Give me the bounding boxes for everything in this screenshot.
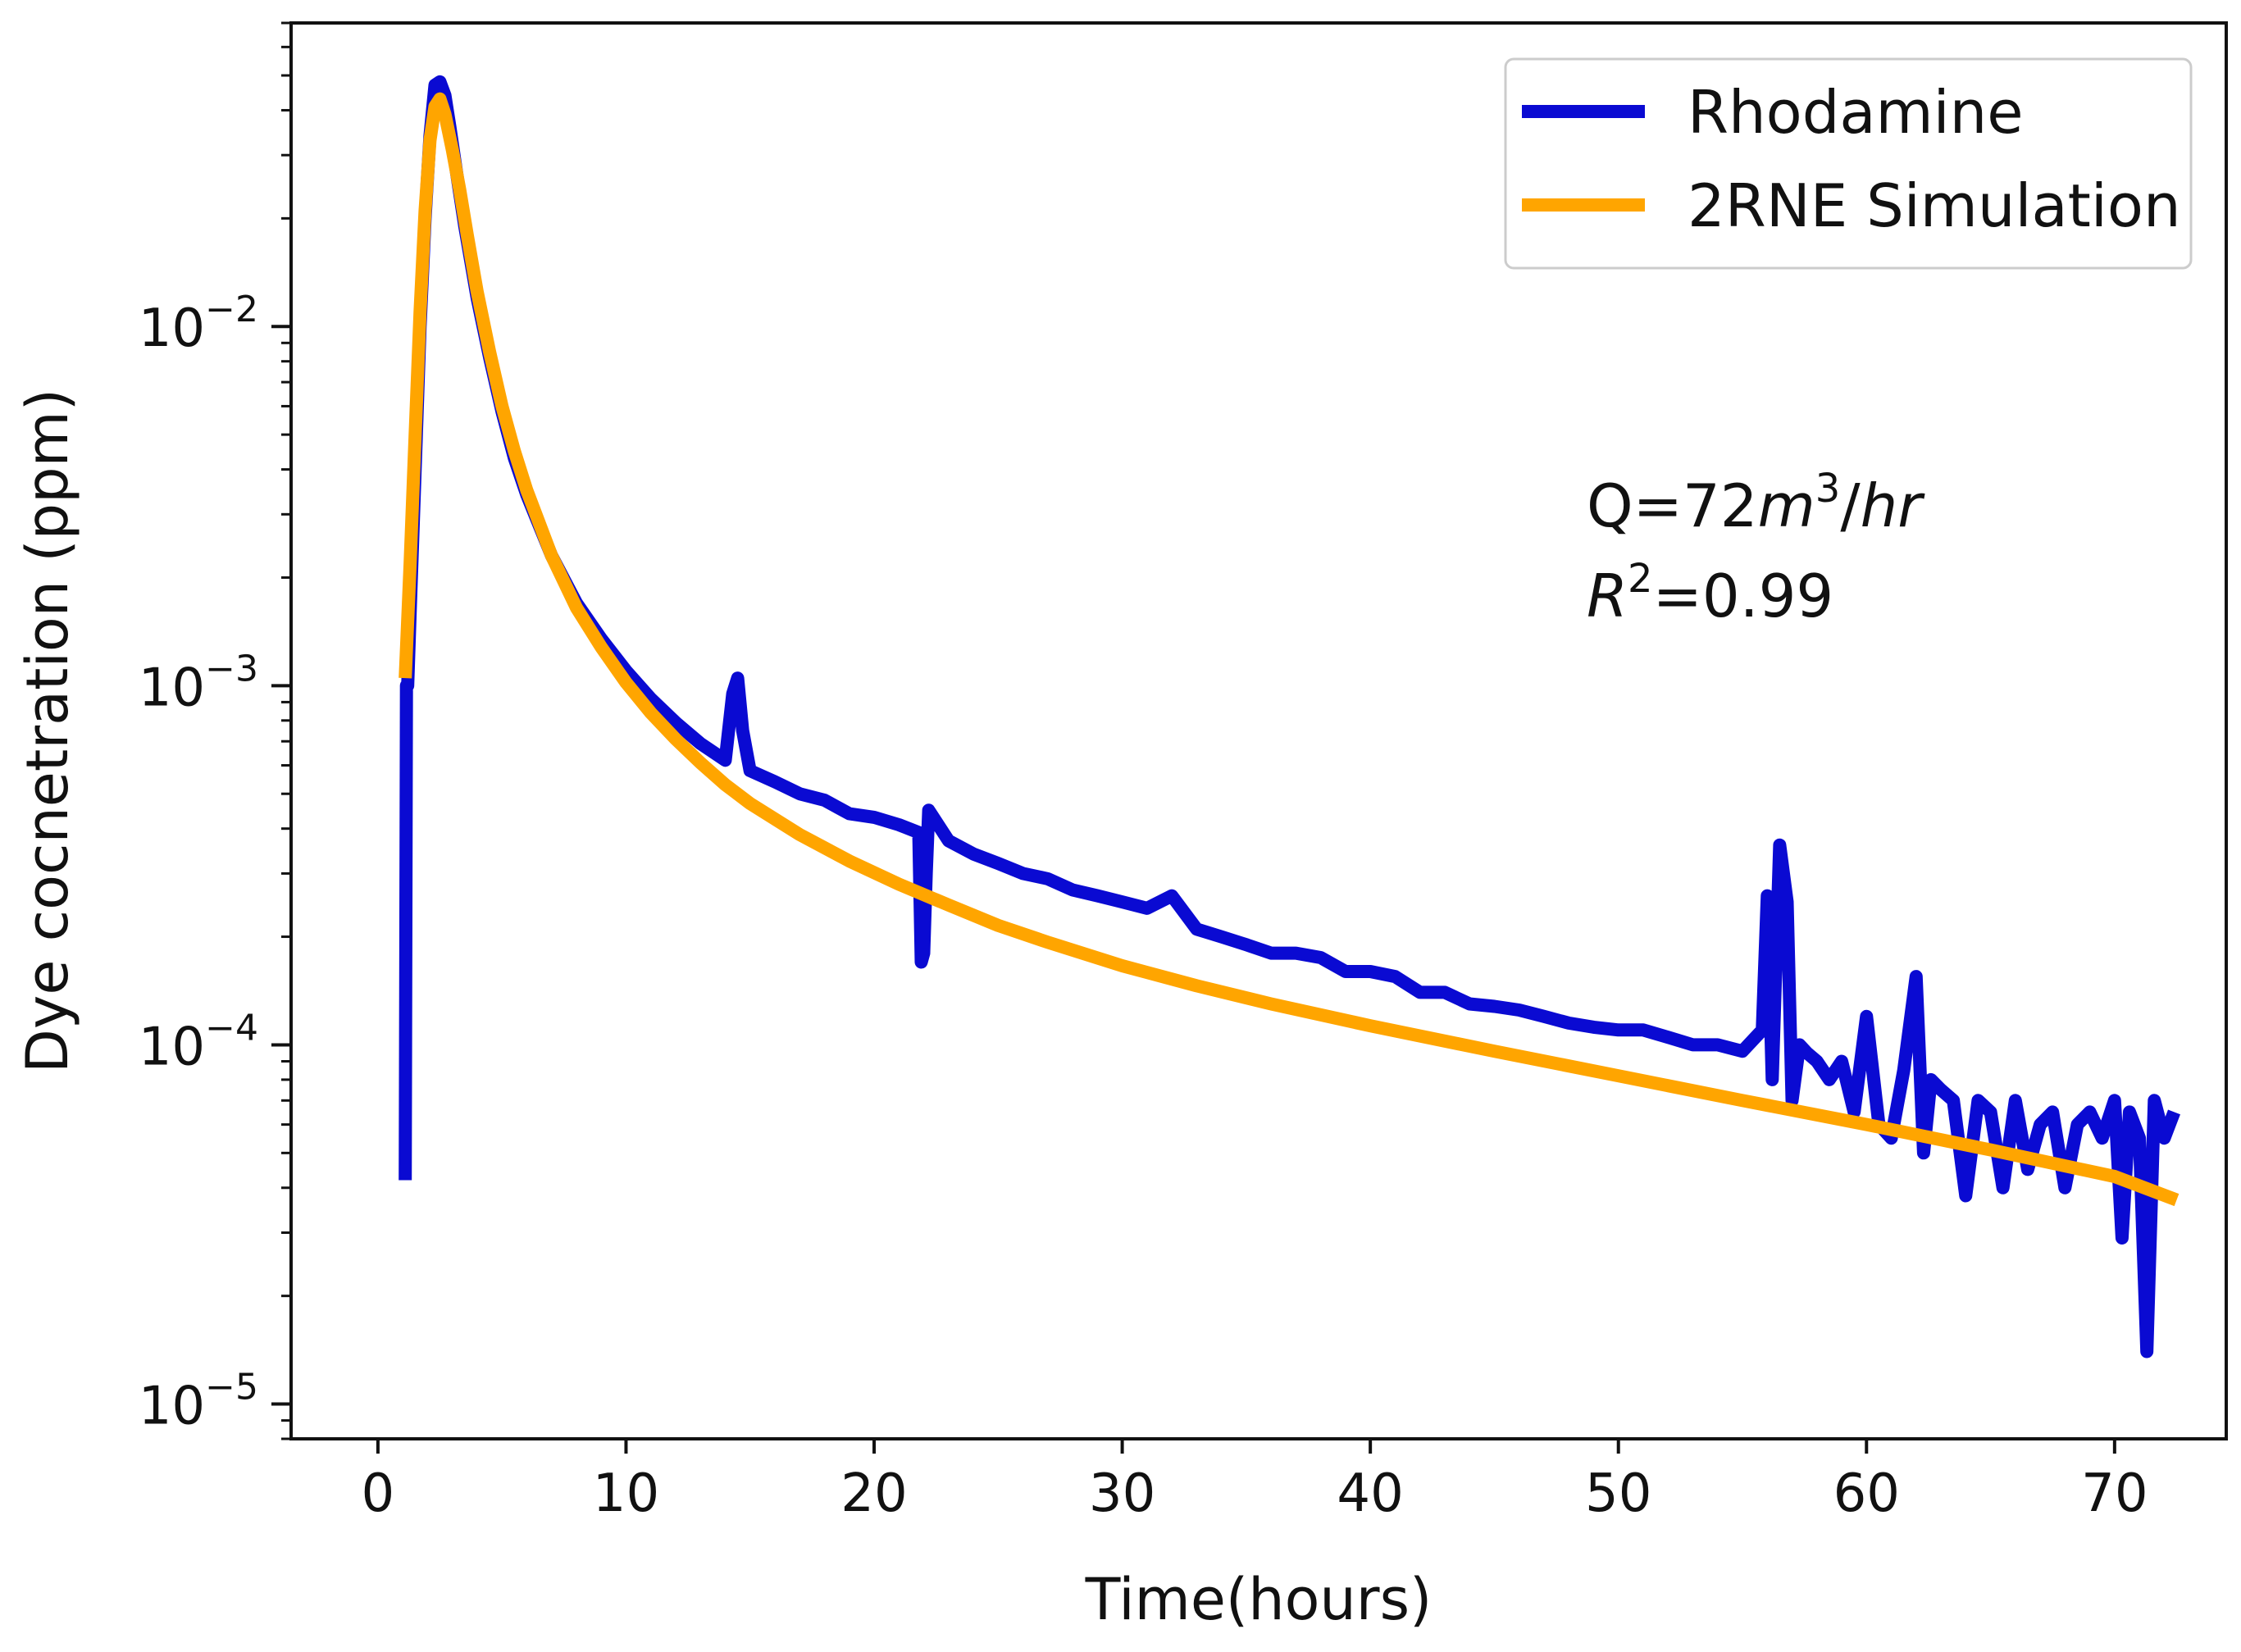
x-axis-label: Time(hours) [1085, 1566, 1433, 1633]
x-tick-label: 60 [1833, 1463, 1900, 1524]
annotation-layer: Q=72m3/hr R2=0.99 [1587, 466, 1925, 630]
x-tick-label: 70 [2081, 1463, 2148, 1524]
annotation-text: Q=72m3/hr [1587, 466, 1925, 540]
x-tick-label: 20 [840, 1463, 907, 1524]
series-line-2rne-simulation [399, 92, 2180, 1207]
y-tick-label: 10−5 [139, 1367, 258, 1437]
legend-label-2rne-simulation: 2RNE Simulation [1688, 171, 2181, 240]
y-tick-label: 10−3 [139, 648, 258, 718]
y-axis-label: Dye cocnetration (ppm) [14, 389, 81, 1073]
series-layer [399, 75, 2180, 1358]
y-tick-label: 10−2 [139, 289, 258, 359]
legend: Rhodamine 2RNE Simulation [1504, 57, 2193, 270]
x-tick-label: 40 [1337, 1463, 1403, 1524]
y-tick-label: 10−4 [139, 1007, 258, 1077]
plot-frame [289, 21, 2228, 1440]
legend-label-rhodamine: Rhodamine [1688, 78, 2024, 147]
x-tick-label: 30 [1089, 1463, 1155, 1524]
ticks-layer: 0 10 20 30 40 50 60 70 10−5 10−4 10−3 10−2 [139, 21, 2148, 1524]
x-tick-label: 0 [362, 1463, 395, 1524]
x-tick-label: 50 [1585, 1463, 1651, 1524]
x-tick-label: 10 [593, 1463, 659, 1524]
legend-box [1504, 57, 2193, 270]
annotation-text: R2=0.99 [1587, 556, 1833, 630]
